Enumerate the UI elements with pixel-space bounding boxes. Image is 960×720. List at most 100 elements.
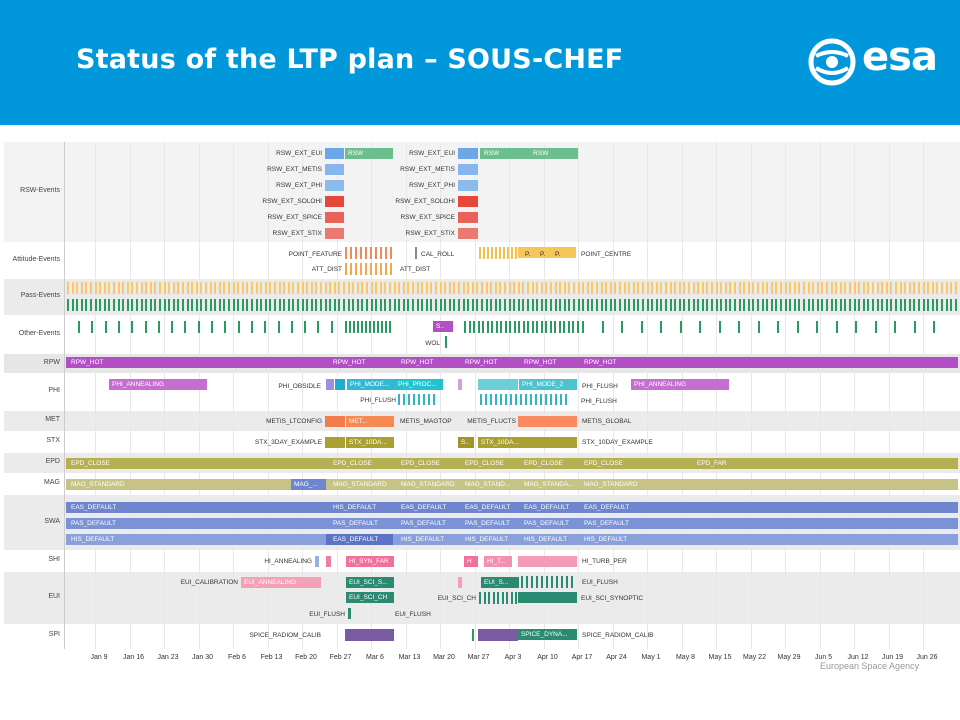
pass-tick[interactable]	[540, 299, 543, 311]
pass-tick[interactable]	[71, 282, 74, 294]
attitude-tick[interactable]	[511, 247, 513, 259]
timeline-bar[interactable]	[315, 556, 319, 567]
attitude-tick[interactable]	[503, 247, 505, 259]
stx-bar[interactable]: S..	[458, 437, 474, 448]
eui-tick[interactable]	[488, 592, 490, 604]
pass-tick[interactable]	[310, 299, 313, 311]
pass-tick[interactable]	[642, 299, 644, 311]
other-tick[interactable]	[558, 321, 561, 333]
pass-tick[interactable]	[715, 282, 718, 294]
pass-tick[interactable]	[347, 299, 350, 311]
spice-tick[interactable]	[487, 629, 489, 641]
pass-tick[interactable]	[76, 282, 79, 294]
spice-tick[interactable]	[481, 629, 484, 641]
timeline-bar[interactable]	[458, 577, 462, 588]
pass-tick[interactable]	[697, 282, 700, 294]
pass-tick[interactable]	[849, 282, 851, 294]
metis-bar[interactable]: MET...	[346, 416, 394, 427]
other-tick[interactable]	[304, 321, 307, 333]
pass-tick[interactable]	[899, 282, 902, 294]
pass-tick[interactable]	[149, 282, 152, 294]
timeline-bar[interactable]	[518, 416, 577, 427]
pass-tick[interactable]	[918, 282, 920, 294]
timeline-bar[interactable]	[325, 196, 344, 207]
other-tick[interactable]	[290, 321, 293, 333]
timeline-bar[interactable]	[458, 212, 478, 223]
other-tick[interactable]	[157, 321, 160, 333]
pass-tick[interactable]	[554, 282, 557, 294]
pass-tick[interactable]	[563, 282, 566, 294]
spice-tick[interactable]	[494, 629, 497, 641]
other-tick[interactable]	[621, 321, 623, 333]
pass-tick[interactable]	[490, 299, 493, 311]
pass-tick[interactable]	[747, 282, 750, 294]
pass-tick[interactable]	[430, 282, 433, 294]
pass-tick[interactable]	[315, 299, 318, 311]
pass-tick[interactable]	[839, 282, 842, 294]
phi-tick[interactable]	[495, 394, 497, 405]
spice-tick[interactable]	[503, 629, 506, 641]
other-tick[interactable]	[237, 321, 240, 333]
pass-tick[interactable]	[287, 282, 290, 294]
pass-tick[interactable]	[324, 299, 327, 311]
spice-tick[interactable]	[375, 629, 378, 641]
shi-bar[interactable]: HI_SYN_FAR	[346, 556, 394, 567]
phi-tick[interactable]	[550, 394, 552, 405]
timeline-bar[interactable]	[518, 592, 577, 603]
pass-tick[interactable]	[577, 282, 580, 294]
pass-tick[interactable]	[803, 282, 805, 294]
pass-tick[interactable]	[954, 299, 957, 311]
rsw-bar[interactable]: RSW RSW	[480, 148, 578, 159]
pass-tick[interactable]	[559, 282, 562, 294]
pass-tick[interactable]	[835, 299, 838, 311]
attitude-tick[interactable]	[365, 263, 367, 275]
pass-tick[interactable]	[384, 282, 387, 294]
pass-tick[interactable]	[826, 299, 828, 311]
pass-tick[interactable]	[895, 282, 897, 294]
pass-tick[interactable]	[853, 282, 856, 294]
pass-tick[interactable]	[94, 282, 97, 294]
pass-tick[interactable]	[269, 282, 272, 294]
other-tick[interactable]	[718, 321, 721, 333]
other-tick[interactable]	[211, 321, 213, 333]
spice-tick[interactable]	[348, 629, 351, 641]
pass-tick[interactable]	[835, 282, 838, 294]
pass-tick[interactable]	[504, 282, 506, 294]
pass-tick[interactable]	[393, 299, 396, 311]
pass-tick[interactable]	[908, 282, 911, 294]
pass-tick[interactable]	[99, 282, 102, 294]
other-tick[interactable]	[816, 321, 818, 333]
pass-tick[interactable]	[899, 299, 902, 311]
other-tick[interactable]	[513, 321, 516, 333]
pass-tick[interactable]	[439, 299, 442, 311]
other-tick[interactable]	[473, 321, 475, 333]
eui-tick[interactable]	[526, 576, 528, 588]
attitude-tick[interactable]	[355, 247, 357, 259]
pass-tick[interactable]	[85, 282, 88, 294]
pass-tick[interactable]	[701, 282, 704, 294]
pass-tick[interactable]	[430, 299, 433, 311]
pass-tick[interactable]	[885, 299, 888, 311]
pass-tick[interactable]	[936, 282, 939, 294]
pass-tick[interactable]	[890, 282, 893, 294]
pass-tick[interactable]	[591, 299, 594, 311]
pass-tick[interactable]	[830, 299, 833, 311]
other-tick[interactable]	[104, 321, 107, 333]
attitude-tick[interactable]	[380, 247, 382, 259]
pass-tick[interactable]	[246, 282, 249, 294]
pass-tick[interactable]	[844, 299, 847, 311]
pass-tick[interactable]	[770, 299, 773, 311]
pass-tick[interactable]	[784, 282, 787, 294]
pass-tick[interactable]	[821, 299, 824, 311]
pass-tick[interactable]	[375, 299, 378, 311]
attitude-tick[interactable]	[491, 247, 493, 259]
pass-tick[interactable]	[922, 299, 925, 311]
pass-tick[interactable]	[600, 282, 603, 294]
attitude-tick[interactable]	[385, 263, 387, 275]
pass-tick[interactable]	[812, 282, 815, 294]
attitude-tick[interactable]	[515, 247, 517, 259]
other-tick[interactable]	[835, 321, 838, 333]
pass-tick[interactable]	[205, 282, 207, 294]
timeline-bar[interactable]	[325, 228, 344, 239]
phi-bar[interactable]: PHI_MODE...	[347, 379, 395, 390]
